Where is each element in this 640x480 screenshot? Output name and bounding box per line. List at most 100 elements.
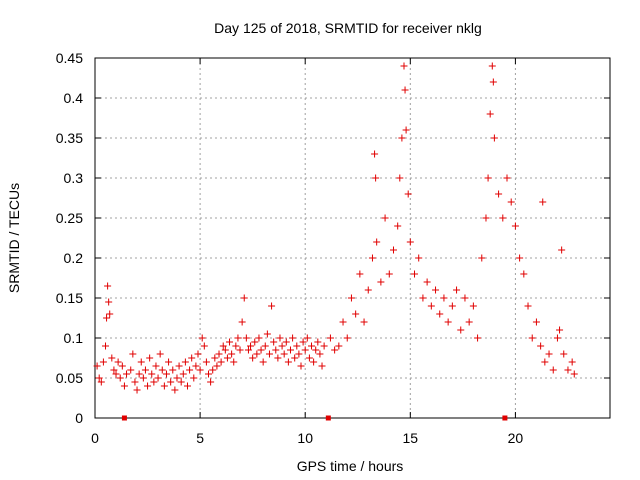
data-point: [404, 190, 412, 198]
y-axis-label: SRMTID / TECUs: [6, 183, 22, 293]
data-point: [457, 326, 465, 334]
data-point: [144, 382, 152, 390]
data-point: [314, 338, 322, 346]
gap-marker: [121, 415, 127, 421]
data-point: [181, 358, 189, 366]
data-point: [192, 362, 200, 370]
data-point: [293, 342, 301, 350]
data-point: [539, 198, 547, 206]
data-point: [99, 358, 107, 366]
y-tick-label: 0.1: [64, 330, 84, 346]
data-point: [112, 370, 120, 378]
data-point: [320, 342, 328, 350]
data-point: [297, 362, 305, 370]
data-point: [148, 370, 156, 378]
data-point: [167, 378, 175, 386]
data-point: [183, 382, 191, 390]
data-point: [251, 338, 259, 346]
data-point: [564, 366, 572, 374]
data-point: [274, 354, 282, 362]
data-point: [105, 298, 113, 306]
data-point: [141, 366, 149, 374]
data-point: [372, 174, 380, 182]
data-point: [242, 334, 250, 342]
data-point: [177, 378, 185, 386]
x-tick-label: 5: [196, 430, 204, 446]
data-point: [150, 378, 158, 386]
data-point: [120, 382, 128, 390]
data-point: [207, 378, 215, 386]
x-tick-label: 0: [91, 430, 99, 446]
data-point: [118, 362, 126, 370]
data-point: [278, 342, 286, 350]
gap-markers: [121, 415, 508, 421]
data-points: [93, 62, 578, 394]
data-point: [381, 214, 389, 222]
data-point: [253, 350, 261, 358]
y-tick-label: 0.2: [64, 250, 84, 266]
data-point: [371, 150, 379, 158]
data-point: [123, 370, 131, 378]
y-tick-label: 0: [75, 410, 83, 426]
data-point: [217, 358, 225, 366]
data-point: [280, 350, 288, 358]
gap-marker: [502, 415, 508, 421]
data-point: [400, 62, 408, 70]
data-point: [482, 214, 490, 222]
data-point: [411, 270, 419, 278]
data-point: [255, 334, 263, 342]
data-point: [240, 294, 248, 302]
data-point: [484, 174, 492, 182]
data-point: [137, 358, 145, 366]
data-point: [488, 62, 496, 70]
data-point: [524, 302, 532, 310]
data-point: [432, 286, 440, 294]
data-point: [499, 214, 507, 222]
data-point: [244, 346, 252, 354]
data-point: [402, 126, 410, 134]
data-point: [545, 350, 553, 358]
data-point: [474, 334, 482, 342]
data-point: [310, 358, 318, 366]
data-point: [465, 318, 473, 326]
data-point: [419, 294, 427, 302]
data-point: [556, 326, 564, 334]
data-point: [139, 374, 147, 382]
data-point: [343, 334, 351, 342]
data-point: [200, 342, 208, 350]
data-point: [406, 238, 414, 246]
data-point: [156, 350, 164, 358]
data-point: [503, 174, 511, 182]
data-point: [282, 338, 290, 346]
data-point: [520, 270, 528, 278]
data-point: [215, 350, 223, 358]
data-point: [448, 302, 456, 310]
chart-title: Day 125 of 2018, SRMTID for receiver nkl…: [214, 20, 482, 36]
data-point: [335, 342, 343, 350]
data-point: [360, 318, 368, 326]
data-point: [160, 382, 168, 390]
data-point: [175, 362, 183, 370]
data-point: [308, 342, 316, 350]
data-point: [93, 362, 101, 370]
data-point: [560, 350, 568, 358]
data-point: [423, 278, 431, 286]
data-point: [179, 370, 187, 378]
data-point: [228, 350, 236, 358]
x-axis-label: GPS time / hours: [297, 458, 404, 474]
data-point: [490, 134, 498, 142]
data-point: [188, 354, 196, 362]
data-point: [106, 310, 114, 318]
data-point: [368, 254, 376, 262]
y-tick-label: 0.3: [64, 170, 84, 186]
data-point: [173, 374, 181, 382]
data-point: [226, 338, 234, 346]
data-point: [116, 374, 124, 382]
data-point: [489, 78, 497, 86]
data-point: [444, 318, 452, 326]
data-point: [356, 270, 364, 278]
data-point: [339, 318, 347, 326]
data-point: [162, 370, 170, 378]
data-point: [364, 286, 372, 294]
data-point: [249, 354, 257, 362]
